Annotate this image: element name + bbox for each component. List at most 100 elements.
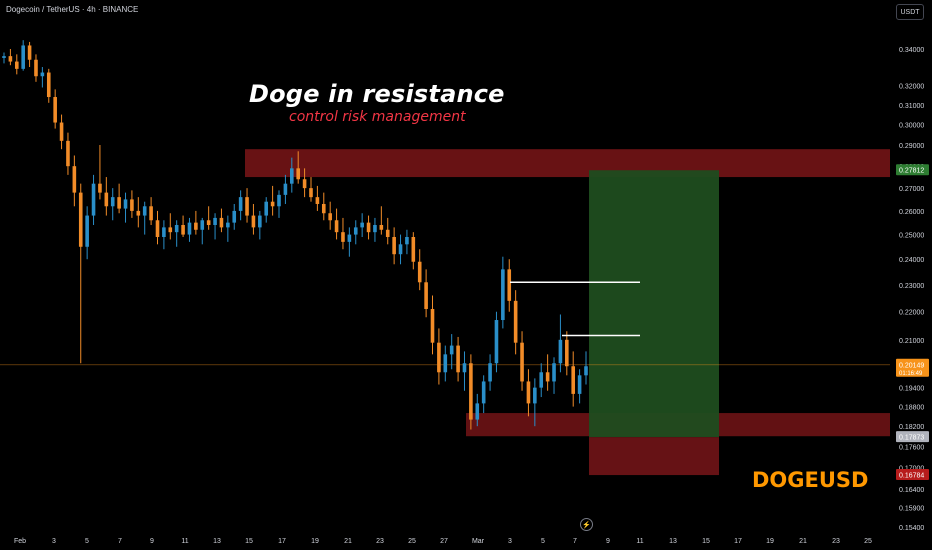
candle [373,217,377,242]
time-tick-label: 25 [864,538,872,545]
candle-body [571,366,576,394]
time-tick-label: 19 [311,538,319,545]
candle-body [66,140,70,167]
loss-zone [589,437,719,476]
candle-body [507,269,512,301]
headline-annotation: Doge in resistance [249,80,505,108]
candle-body [328,213,332,221]
time-tick-label: 27 [440,538,448,545]
candle-body [373,224,377,233]
candle-body [475,403,480,420]
candle [226,215,230,242]
time-tick-label: 23 [376,538,384,545]
candle [136,197,141,228]
candle-body [27,45,32,60]
lightning-icon[interactable]: ⚡ [580,518,593,531]
candle-body [353,227,358,235]
candle [398,234,403,265]
candle [353,220,358,245]
price-tick-label: 0.27000 [899,186,924,193]
price-axis[interactable]: 0.340000.320000.310000.300000.290000.280… [896,47,929,532]
time-tick-label: 3 [52,538,56,545]
candle [443,345,448,382]
candle [123,192,128,223]
candle-body [213,217,217,225]
time-axis[interactable]: Feb 3 5 7 9 11 13 15 17 19 21 23 25 27 Mar 3 5 7 9 11 13 15 17… [14,538,872,545]
candle-body [309,188,313,198]
candles-layer [2,40,588,430]
candle [232,203,237,230]
candle [34,54,38,82]
candle-body [104,192,109,207]
ticker-annotation: DOGEUSD [752,468,869,492]
price-label-text: 0.20149 [899,362,924,369]
resistance-zone [245,149,890,178]
levels-layer [510,281,640,337]
candle-body [238,197,243,211]
candle [360,213,364,237]
candle-body [174,224,179,233]
candle-body [98,183,102,193]
candle-body [366,222,371,233]
candle-body [264,201,269,216]
candle-body [194,222,198,230]
candle-body [321,203,326,214]
candle-body [123,199,128,209]
price-tick-label: 0.15400 [899,525,924,532]
candle-body [226,222,230,228]
candle-body [290,168,294,184]
candle [168,213,173,240]
candle-body [577,375,582,394]
price-label-text: 0.27812 [899,168,924,175]
currency-button[interactable]: USDT [896,4,924,20]
candle-body [270,201,275,207]
price-label-badge [896,358,929,377]
candle [328,201,332,230]
candle-body [149,206,153,221]
price-label-text: 0.17873 [899,435,924,442]
candle [142,201,147,235]
candle-body [53,97,57,123]
candle [456,336,460,382]
price-tick-label: 0.26000 [899,209,924,216]
price-tick-label: 0.34000 [899,47,924,54]
candle [213,213,217,240]
candle-body [219,217,224,228]
candle [187,217,192,242]
candle [59,114,64,150]
candle-body [437,342,441,373]
candle [341,217,345,250]
candle [321,192,326,221]
candle [334,208,339,240]
time-tick-label: 11 [181,538,188,545]
time-tick-label: 19 [766,538,774,545]
symbol-title: Dogecoin / TetherUS · 4h · BINANCE [6,5,139,14]
candle [411,232,416,270]
candle-body [341,232,345,242]
candle [520,331,524,391]
candle [430,295,435,355]
candle [417,249,422,291]
candle [539,363,544,398]
candle-body [46,72,51,98]
candle [558,314,563,373]
candle-body [501,269,505,321]
candle-body [360,222,364,228]
candle [98,145,102,200]
price-label-countdown: 01:16:49 [899,371,923,377]
time-tick-label: 23 [832,538,840,545]
candle [424,269,428,318]
candle-body [283,183,288,195]
candle-body [117,197,121,209]
candle [571,351,576,407]
candle [14,54,19,75]
candle-body [72,166,77,193]
candle-body [2,56,6,58]
candle [501,256,505,329]
candle [565,331,569,376]
candle [494,311,499,373]
candle-body [277,194,281,207]
price-tick-label: 0.32000 [899,84,924,91]
candle-body [110,197,115,207]
